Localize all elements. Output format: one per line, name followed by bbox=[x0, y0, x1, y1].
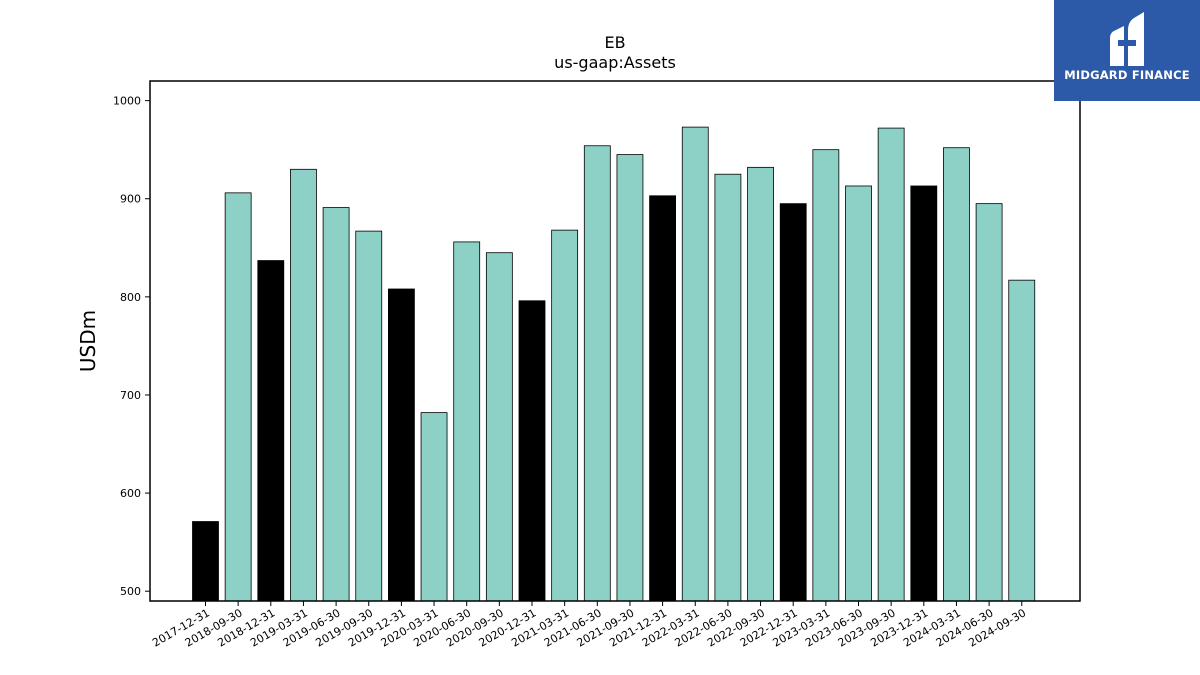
bar-2024-09-30 bbox=[1008, 279, 1036, 602]
chart-title: EB bbox=[604, 33, 625, 52]
bar-2022-09-30 bbox=[747, 166, 774, 602]
y-axis-ticks: 500 600 700 800 900 1000 bbox=[113, 95, 150, 598]
bar-2022-06-30 bbox=[714, 173, 742, 602]
bar-2021-03-31 bbox=[551, 229, 579, 602]
y-tick-label: 1000 bbox=[113, 95, 141, 108]
bar-2020-12-31 bbox=[518, 300, 546, 602]
y-tick-label: 600 bbox=[120, 487, 141, 500]
y-tick-label: 900 bbox=[120, 193, 141, 206]
bar-2021-12-31 bbox=[649, 195, 676, 602]
y-axis-label: USDm bbox=[76, 310, 100, 372]
bar-2019-12-31 bbox=[387, 288, 415, 602]
bar-2020-09-30 bbox=[485, 252, 513, 602]
chart-subtitle: us-gaap:Assets bbox=[554, 53, 676, 72]
bar-2018-12-31 bbox=[257, 260, 285, 602]
bar-2023-09-30 bbox=[877, 127, 905, 602]
bar-2020-06-30 bbox=[453, 241, 481, 602]
y-tick-label: 800 bbox=[120, 291, 141, 304]
logo-mark-icon bbox=[1110, 12, 1144, 66]
bars-group bbox=[192, 126, 1036, 602]
bar-2023-03-31 bbox=[812, 149, 840, 602]
bar-2022-03-31 bbox=[681, 126, 709, 602]
y-tick-label: 700 bbox=[120, 389, 141, 402]
logo-text: MIDGARD FINANCE bbox=[1064, 68, 1190, 82]
brand-logo: MIDGARD FINANCE bbox=[1054, 0, 1200, 101]
bar-2022-12-31 bbox=[779, 203, 807, 602]
bar-2024-06-30 bbox=[975, 203, 1003, 602]
y-tick-label: 500 bbox=[120, 585, 141, 598]
x-axis-ticks: 2017-12-312018-09-302018-12-312019-03-31… bbox=[150, 601, 1028, 650]
bar-2023-12-31 bbox=[910, 185, 938, 602]
bar-2021-06-30 bbox=[583, 145, 611, 602]
bar-2024-03-31 bbox=[943, 147, 970, 602]
bar-2018-09-30 bbox=[224, 192, 252, 602]
bar-2019-09-30 bbox=[355, 230, 383, 602]
bar-2020-03-31 bbox=[420, 412, 448, 602]
bar-2021-09-30 bbox=[616, 154, 644, 602]
bar-2019-03-31 bbox=[290, 168, 317, 602]
plot-frame bbox=[149, 80, 1081, 602]
bar-2023-06-30 bbox=[845, 185, 872, 602]
bar-2017-12-31 bbox=[192, 521, 219, 602]
bar-2019-06-30 bbox=[322, 207, 350, 602]
